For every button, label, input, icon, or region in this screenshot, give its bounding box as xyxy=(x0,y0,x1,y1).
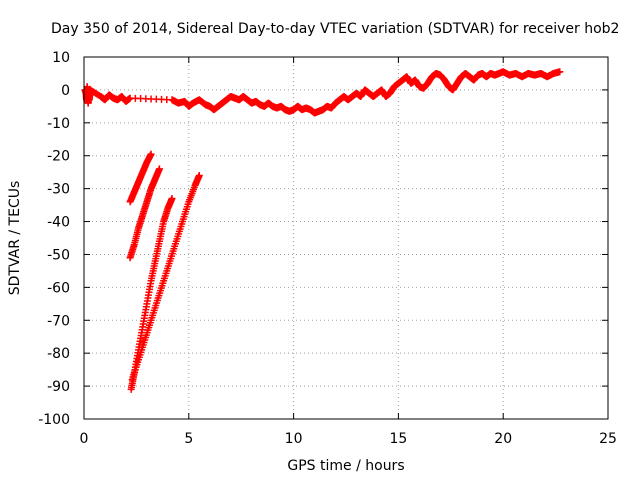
y-axis-label: SDTVAR / TECUs xyxy=(7,181,23,296)
y-tick-label: -30 xyxy=(47,182,70,198)
x-tick-label: 15 xyxy=(389,431,407,447)
y-tick-label: -40 xyxy=(47,215,70,231)
y-tick-label: -100 xyxy=(38,412,70,428)
x-axis-label: GPS time / hours xyxy=(287,458,404,474)
y-tick-label: -80 xyxy=(47,346,70,362)
y-tick-label: -10 xyxy=(47,116,70,132)
y-tick-label: -50 xyxy=(47,247,70,263)
x-tick-label: 25 xyxy=(599,431,617,447)
chart-title: Day 350 of 2014, Sidereal Day-to-day VTE… xyxy=(51,21,619,37)
data-point xyxy=(147,150,155,158)
y-tick-label: -70 xyxy=(47,313,70,329)
y-tick-label: -90 xyxy=(47,379,70,395)
y-tick-label: -20 xyxy=(47,149,70,165)
y-tick-label: 0 xyxy=(61,83,70,99)
data-point xyxy=(556,68,564,76)
data-point xyxy=(155,165,163,173)
points-layer xyxy=(81,68,564,393)
grid-layer xyxy=(84,57,608,419)
x-tick-label: 0 xyxy=(80,431,89,447)
x-tick-label: 5 xyxy=(184,431,193,447)
plot-frame xyxy=(83,56,609,420)
ticks-layer: 0 5 10 15 20 25 10 0 -10 -20 -30 -40 -50 -60 -70 -80 -90… xyxy=(38,50,617,447)
y-tick-label: 10 xyxy=(52,50,70,66)
x-tick-label: 10 xyxy=(285,431,303,447)
y-tick-label: -60 xyxy=(47,280,70,296)
x-tick-label: 20 xyxy=(494,431,512,447)
data-point xyxy=(195,171,203,179)
data-point xyxy=(168,195,176,203)
